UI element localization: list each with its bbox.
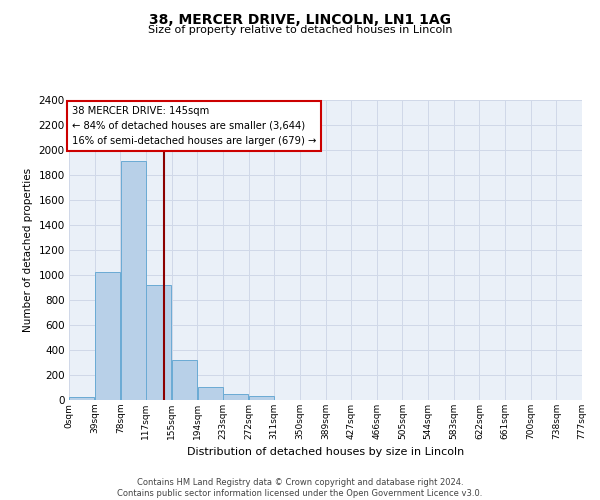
Bar bbox=[146, 285, 171, 400]
Bar bbox=[172, 360, 197, 400]
Bar bbox=[197, 387, 223, 400]
Bar bbox=[249, 396, 274, 400]
Bar bbox=[121, 161, 146, 400]
X-axis label: Distribution of detached houses by size in Lincoln: Distribution of detached houses by size … bbox=[187, 448, 464, 458]
Text: 38, MERCER DRIVE, LINCOLN, LN1 1AG: 38, MERCER DRIVE, LINCOLN, LN1 1AG bbox=[149, 12, 451, 26]
Y-axis label: Number of detached properties: Number of detached properties bbox=[23, 168, 33, 332]
Bar bbox=[95, 272, 120, 400]
Text: 38 MERCER DRIVE: 145sqm
← 84% of detached houses are smaller (3,644)
16% of semi: 38 MERCER DRIVE: 145sqm ← 84% of detache… bbox=[71, 106, 316, 146]
Text: Contains HM Land Registry data © Crown copyright and database right 2024.
Contai: Contains HM Land Registry data © Crown c… bbox=[118, 478, 482, 498]
Bar bbox=[223, 394, 248, 400]
Bar bbox=[70, 397, 94, 400]
Text: Size of property relative to detached houses in Lincoln: Size of property relative to detached ho… bbox=[148, 25, 452, 35]
